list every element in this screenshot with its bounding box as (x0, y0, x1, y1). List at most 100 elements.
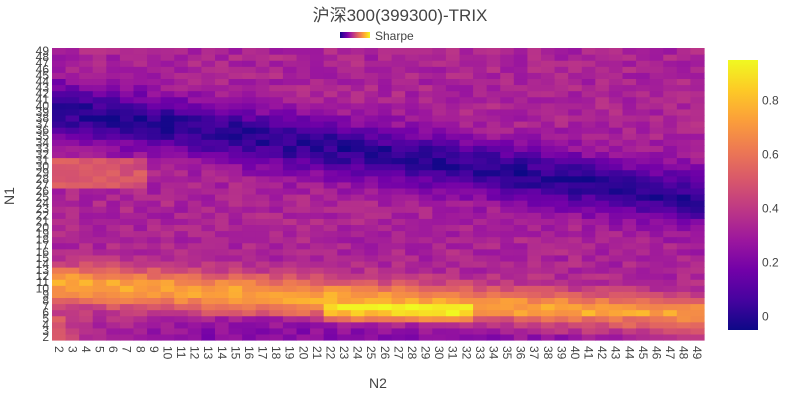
heatmap-cell (296, 279, 311, 286)
heatmap-cell (418, 90, 433, 98)
heatmap-cell (323, 224, 338, 232)
heatmap-cell (391, 206, 406, 213)
heatmap-cell (201, 242, 216, 250)
legend[interactable]: Sharpe (340, 29, 414, 43)
heatmap-cell (486, 66, 501, 73)
heatmap-cell (676, 96, 692, 104)
heatmap-cell (52, 157, 67, 165)
heatmap-cell (147, 175, 162, 183)
heatmap-cell (595, 285, 610, 292)
heatmap-cell (513, 102, 529, 110)
heatmap-cell (568, 212, 583, 219)
heatmap-cell (459, 163, 474, 171)
heatmap-cell (405, 254, 420, 262)
heatmap-cell (160, 200, 175, 207)
heatmap-cell (663, 321, 678, 329)
heatmap-cell (690, 218, 705, 226)
heatmap-cell (269, 66, 284, 73)
heatmap-cell (581, 96, 596, 104)
heatmap-cell (92, 145, 107, 153)
heatmap-cell (255, 133, 270, 140)
heatmap-cell (391, 242, 406, 250)
heatmap-cell (65, 248, 80, 256)
heatmap-cell (174, 48, 189, 55)
heatmap-cell (52, 163, 67, 171)
heatmap-cell (160, 291, 175, 299)
heatmap-cell (133, 54, 148, 61)
heatmap-cell (79, 169, 94, 177)
heatmap-cell (595, 114, 610, 122)
heatmap-cell (636, 181, 651, 189)
heatmap-cell (486, 309, 501, 317)
heatmap-cell (323, 260, 338, 268)
heatmap-cell (350, 157, 366, 165)
heatmap-cell (500, 151, 515, 159)
heatmap-cell (52, 273, 67, 280)
heatmap-cell (554, 279, 569, 286)
heatmap-cell (201, 90, 216, 98)
heatmap-cell (636, 157, 651, 165)
heatmap-cell (228, 273, 243, 280)
heatmap-cell (391, 248, 406, 256)
heatmap-cell (65, 187, 80, 195)
heatmap-cell (622, 96, 637, 104)
heatmap-cell (65, 206, 80, 213)
heatmap-cell (418, 133, 433, 140)
heatmap-cell (106, 151, 121, 159)
heatmap-cell (106, 267, 121, 274)
heatmap-cell (690, 315, 705, 323)
heatmap-cell (242, 114, 257, 122)
heatmap-cell (228, 285, 243, 292)
heatmap-cell (201, 297, 216, 305)
heatmap-cell (649, 260, 664, 268)
heatmap-cell (595, 230, 610, 238)
heatmap-cell (649, 248, 664, 256)
heatmap-cell (554, 224, 569, 232)
heatmap-cell (269, 315, 284, 323)
heatmap-cell (391, 181, 406, 189)
heatmap-cell (595, 90, 610, 98)
y-tick-label: 32 (36, 148, 50, 162)
heatmap-cell (296, 333, 311, 341)
heatmap-cell (595, 254, 610, 262)
heatmap-cell (690, 169, 705, 177)
heatmap-cell (269, 121, 284, 128)
heatmap-cell (649, 114, 664, 122)
heatmap-cell (106, 139, 121, 146)
heatmap-cell (310, 321, 325, 329)
heatmap-cell (432, 279, 447, 286)
heatmap-cell (364, 303, 379, 311)
heatmap-cell (337, 145, 352, 153)
heatmap-cell (608, 194, 624, 201)
heatmap-cell (201, 72, 216, 80)
heatmap-cell (649, 267, 664, 274)
heatmap-cell (445, 303, 461, 311)
heatmap-cell (636, 285, 651, 292)
heatmap-cell (405, 187, 420, 195)
heatmap-cell (133, 60, 148, 67)
heatmap-cell (228, 212, 243, 219)
heatmap-cell (255, 230, 270, 238)
heatmap-cell (541, 108, 556, 116)
heatmap-cell (595, 54, 610, 61)
heatmap-cell (92, 303, 107, 311)
heatmap-cell (500, 127, 515, 134)
heatmap-cell (269, 127, 284, 134)
heatmap-cell (432, 72, 447, 80)
heatmap-cell (622, 102, 637, 110)
heatmap-cell (378, 90, 393, 98)
x-axis-ticks: 2 3 4 5 6 7 8 9 10 11 12 13 14 15 16 17 18 19 20 21 22 23 24 25… (52, 346, 704, 360)
heatmap-cell (459, 248, 474, 256)
heatmap-cell (636, 218, 651, 226)
heatmap-cell (79, 96, 94, 104)
heatmap-cell (323, 48, 338, 55)
heatmap-cell (255, 242, 270, 250)
heatmap-cell (581, 127, 596, 134)
heatmap-cell (541, 230, 556, 238)
heatmap-cell (581, 260, 596, 268)
heatmap-cell (92, 139, 107, 146)
heatmap-cell (242, 327, 257, 335)
heatmap-cell (201, 236, 216, 244)
heatmap-cell (296, 212, 311, 219)
heatmap-cell (187, 139, 203, 146)
